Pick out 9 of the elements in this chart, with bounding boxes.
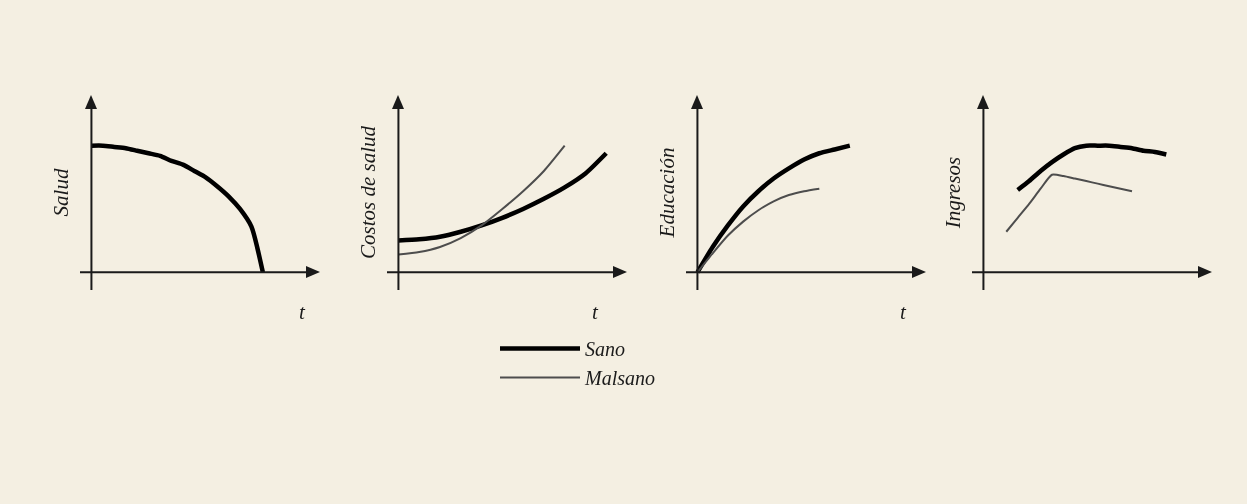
y-axis-title: Educación [655, 147, 680, 239]
x-axis-title: t [592, 300, 599, 324]
y-axis-title: Costos de salud [356, 125, 381, 260]
x-axis-title: t [299, 300, 306, 324]
x-axis-title: t [900, 300, 907, 324]
y-axis-title: Salud [49, 168, 74, 217]
legend-label: Malsano [584, 367, 655, 390]
y-axis-title: Ingresos [941, 156, 966, 230]
legend-label: Sano [585, 338, 625, 361]
